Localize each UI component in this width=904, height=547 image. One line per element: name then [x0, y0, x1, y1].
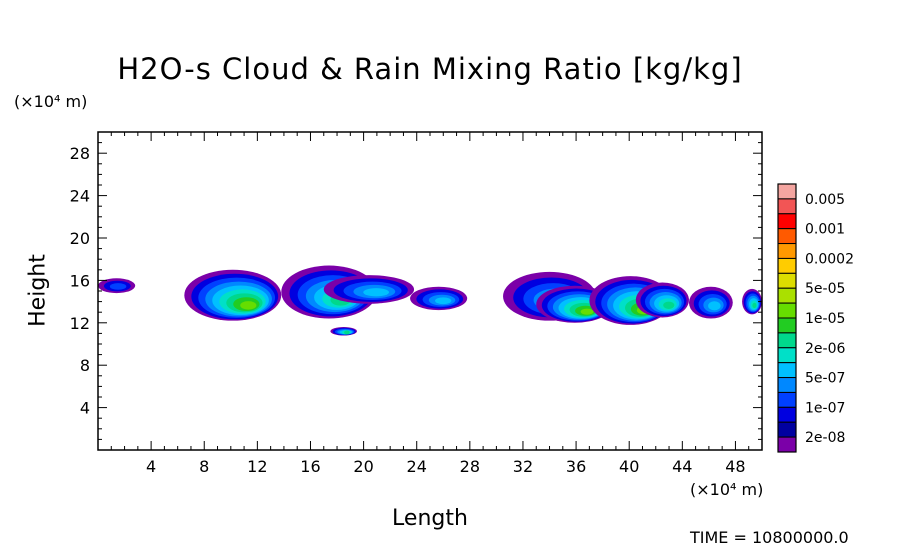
x-axis-unit: (×10⁴ m)	[690, 480, 764, 499]
legend-swatch	[777, 198, 797, 215]
x-tick-label: 4	[146, 457, 156, 476]
x-tick-label: 40	[619, 457, 639, 476]
legend-swatch	[777, 272, 797, 289]
x-tick-label: 24	[407, 457, 427, 476]
legend-swatch	[777, 421, 797, 438]
legend-label: 5e-07	[805, 371, 845, 387]
legend-frame	[777, 183, 797, 453]
legend-swatch	[777, 436, 797, 453]
legend-swatch	[777, 362, 797, 379]
legend-swatch	[777, 332, 797, 349]
legend-swatch	[777, 391, 797, 408]
cloud-cell-11-level	[708, 301, 721, 311]
cloud-cell-5-level	[344, 330, 350, 335]
legend-swatch	[777, 302, 797, 319]
cloud-field	[98, 265, 762, 336]
cloud-cell-6-level	[435, 297, 452, 305]
legend-label: 1e-07	[805, 400, 845, 416]
y-tick-label: 4	[80, 399, 90, 418]
legend-swatch	[777, 213, 797, 230]
legend-swatch	[777, 228, 797, 245]
y-tick-label: 8	[80, 356, 90, 375]
cloud-cell-1-level	[109, 283, 127, 290]
legend-label: 0.001	[805, 222, 845, 238]
legend-swatch	[777, 257, 797, 274]
cloud-cell-2-level	[240, 301, 257, 310]
x-tick-label: 32	[513, 457, 533, 476]
y-tick-label: 28	[70, 144, 90, 163]
x-tick-label: 8	[199, 457, 209, 476]
cloud-cell-8-level	[580, 308, 594, 315]
cloud-cell-10-level	[663, 301, 675, 309]
y-tick-label: 20	[70, 229, 90, 248]
x-tick-label: 20	[353, 457, 373, 476]
legend-swatch	[777, 347, 797, 364]
legend-label: 5e-05	[805, 281, 845, 297]
x-tick-label: 28	[460, 457, 480, 476]
time-label: TIME = 10800000.0	[690, 528, 849, 547]
legend-label: 2e-08	[805, 430, 845, 446]
x-tick-label: 44	[672, 457, 692, 476]
legend-swatch	[777, 406, 797, 423]
y-tick-label: 12	[70, 314, 90, 333]
y-tick-label: 24	[70, 187, 90, 206]
y-tick-label: 16	[70, 271, 90, 290]
legend-swatch	[777, 287, 797, 304]
chart-title: H2O-s Cloud & Rain Mixing Ratio [kg/kg]	[117, 52, 743, 86]
legend-label: 0.0002	[805, 251, 854, 267]
cloud-cell-4-level	[363, 288, 390, 297]
x-axis-label: Length	[392, 506, 468, 531]
x-tick-label: 48	[725, 457, 745, 476]
x-tick-label: 16	[300, 457, 320, 476]
x-tick-label: 36	[566, 457, 586, 476]
legend-label: 1e-05	[805, 311, 845, 327]
legend-swatch	[777, 377, 797, 393]
cloud-cell-12-level	[752, 302, 757, 309]
legend-swatch	[777, 317, 797, 334]
legend-swatch	[777, 183, 797, 200]
y-axis-unit: (×10⁴ m)	[14, 92, 88, 111]
legend-label: 2e-06	[805, 341, 845, 357]
x-tick-label: 12	[247, 457, 267, 476]
legend-label: 0.005	[805, 192, 845, 208]
legend-swatch	[777, 243, 797, 259]
